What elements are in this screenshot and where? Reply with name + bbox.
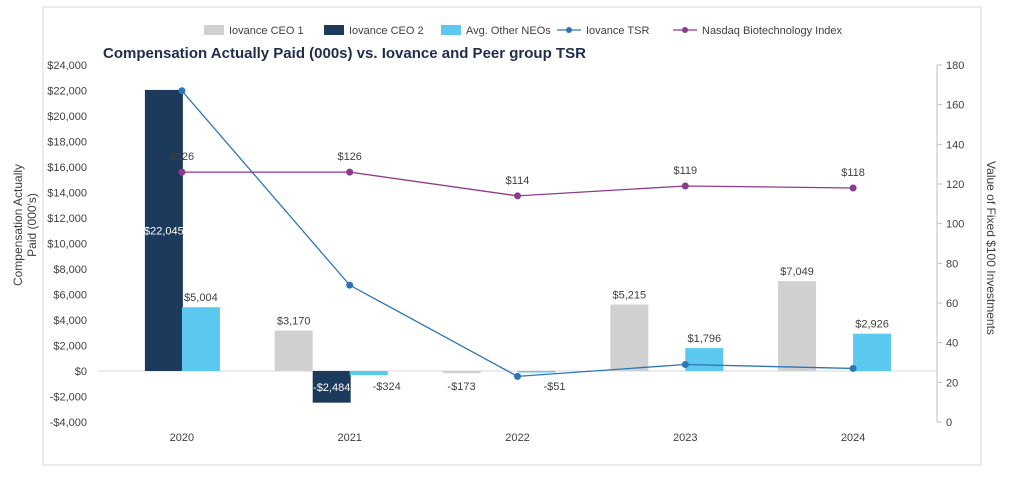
bar <box>610 304 649 371</box>
left-axis-title-line1: Compensation Actually <box>11 164 25 286</box>
line-data-label: $114 <box>506 175 530 187</box>
right-tick-label: 40 <box>946 338 958 350</box>
line-data-label: $126 <box>337 151 361 163</box>
left-tick-label: $22,000 <box>47 86 87 98</box>
right-tick-label: 80 <box>946 258 958 270</box>
right-tick-label: 120 <box>946 179 964 191</box>
right-tick-label: 140 <box>946 139 964 151</box>
right-tick-label: 20 <box>946 377 958 389</box>
legend-marker <box>566 27 572 33</box>
left-tick-label: $0 <box>75 366 87 378</box>
right-tick-label: 180 <box>946 60 964 72</box>
legend-label: Iovance CEO 1 <box>229 25 304 37</box>
bar-data-label: $5,004 <box>184 292 218 304</box>
legend-marker <box>682 27 688 33</box>
legend-swatch <box>204 25 224 35</box>
left-tick-label: $14,000 <box>47 188 87 200</box>
line-point <box>178 87 186 95</box>
line-point <box>178 168 186 176</box>
x-tick-label: 2020 <box>170 432 194 444</box>
line-point <box>346 168 354 176</box>
x-tick-label: 2024 <box>841 432 865 444</box>
line-point <box>681 360 689 368</box>
bar-data-label: $22,045 <box>144 225 184 237</box>
bar <box>442 371 481 374</box>
left-tick-label: -$4,000 <box>50 417 87 429</box>
bar <box>778 281 817 371</box>
chart-border <box>42 6 982 466</box>
bar <box>312 371 351 403</box>
left-tick-label: $16,000 <box>47 162 87 174</box>
data-labels: $3,170 -$173 $5,215 $7,049 $22,045 -$2,484 $5,… <box>144 151 889 394</box>
bar-data-label: $3,170 <box>277 316 311 328</box>
bar-data-label: $2,926 <box>855 319 889 331</box>
left-tick-label: $8,000 <box>53 264 87 276</box>
left-tick-label: $2,000 <box>53 341 87 353</box>
bar <box>685 348 724 371</box>
x-tick-label: 2021 <box>337 432 361 444</box>
left-tick-label: $24,000 <box>47 60 87 72</box>
legend-label: Avg. Other NEOs <box>466 25 551 37</box>
line-point <box>849 364 857 372</box>
right-tick-label: 100 <box>946 219 964 231</box>
lines <box>178 87 857 380</box>
legend-swatch <box>441 25 461 35</box>
legend-label: Nasdaq Biotechnology Index <box>702 25 843 37</box>
left-tick-label: $20,000 <box>47 111 87 123</box>
left-tick-label: $18,000 <box>47 137 87 149</box>
chart-title: Compensation Actually Paid (000s) vs. Io… <box>103 45 586 62</box>
legend-label: Iovance TSR <box>586 25 649 37</box>
left-tick-label: $10,000 <box>47 239 87 251</box>
left-axis-title-line2: Paid (000's) <box>25 193 39 257</box>
bar <box>274 330 313 371</box>
left-axis: -$4,000 -$2,000 $0 $2,000 $4,000 $6,000 $8,000… <box>47 60 87 429</box>
x-axis: 2020 2021 2022 2023 2024 <box>170 432 866 444</box>
bar <box>517 371 556 373</box>
line-point <box>514 192 521 200</box>
bar-data-label: -$2,484 <box>313 382 350 394</box>
line-data-label: $118 <box>841 167 865 179</box>
right-axis: 0 20 40 60 80 100 120 140 160 180 <box>936 60 964 429</box>
legend: Iovance CEO 1 Iovance CEO 2 Avg. Other NEO… <box>204 25 843 37</box>
left-tick-label: $12,000 <box>47 213 87 225</box>
x-tick-label: 2022 <box>505 432 529 444</box>
bar <box>853 333 892 371</box>
bar <box>181 307 220 371</box>
legend-swatch <box>324 25 344 35</box>
bars <box>144 89 892 403</box>
bar <box>144 89 183 372</box>
line-point <box>849 184 857 192</box>
bar <box>349 371 388 376</box>
left-tick-label: -$2,000 <box>50 392 87 404</box>
right-tick-label: 160 <box>946 100 964 112</box>
bar-data-label: -$173 <box>447 381 475 393</box>
bar-data-label: $1,796 <box>687 333 721 345</box>
bar-data-label: -$51 <box>543 381 565 393</box>
legend-label: Iovance CEO 2 <box>349 25 424 37</box>
x-tick-label: 2023 <box>673 432 697 444</box>
line-data-label: $119 <box>673 165 697 177</box>
left-tick-label: $6,000 <box>53 290 87 302</box>
line-data-label: $126 <box>170 151 194 163</box>
line-point <box>681 182 689 190</box>
line-point <box>346 281 354 289</box>
left-tick-label: $4,000 <box>53 315 87 327</box>
bar-data-label: -$324 <box>373 381 401 393</box>
bar-data-label: $7,049 <box>780 266 814 278</box>
right-axis-title: Value of Fixed $100 Investments <box>984 161 998 335</box>
bar-data-label: $5,215 <box>612 290 646 302</box>
right-tick-label: 60 <box>946 298 958 310</box>
right-tick-label: 0 <box>946 417 952 429</box>
line-point <box>514 372 521 380</box>
